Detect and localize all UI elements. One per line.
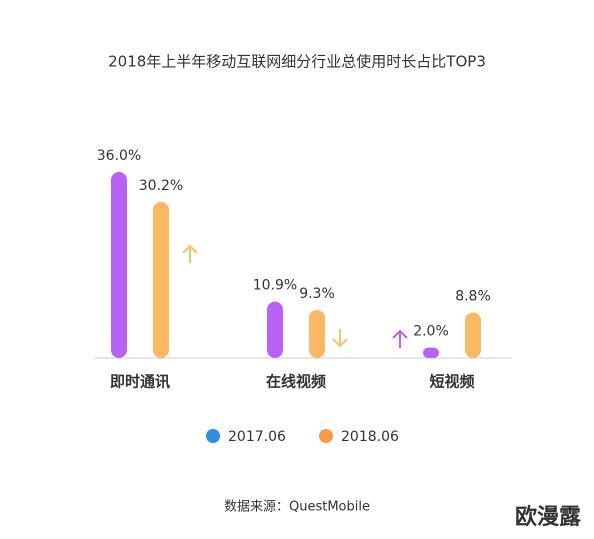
value-label: 10.9% <box>253 278 297 294</box>
up-arrow <box>182 244 198 263</box>
bar <box>423 347 439 358</box>
value-label: 8.8% <box>455 289 491 305</box>
value-label: 2.0% <box>413 324 449 340</box>
bar <box>465 312 481 358</box>
legend-label: 2017.06 <box>228 429 286 445</box>
source-note: 数据来源：QuestMobile <box>224 500 370 515</box>
value-label: 36.0% <box>97 148 141 164</box>
legend-label: 2018.06 <box>341 429 399 445</box>
bar <box>267 301 283 358</box>
bar <box>309 309 325 358</box>
legend-marker <box>319 429 333 443</box>
value-label: 9.3% <box>299 286 335 302</box>
legend-marker <box>206 429 220 443</box>
x-tick-label: 即时通讯 <box>110 373 170 391</box>
up-arrow <box>392 329 408 348</box>
chart-title: 2018年上半年移动互联网细分行业总使用时长占比TOP3 <box>108 53 486 71</box>
bar <box>153 201 169 358</box>
bar <box>111 172 127 358</box>
x-tick-label: 短视频 <box>429 373 474 391</box>
value-label: 30.2% <box>139 178 183 194</box>
watermark: 欧漫露 <box>515 504 582 530</box>
down-arrow <box>332 329 348 348</box>
x-tick-label: 在线视频 <box>266 373 326 391</box>
